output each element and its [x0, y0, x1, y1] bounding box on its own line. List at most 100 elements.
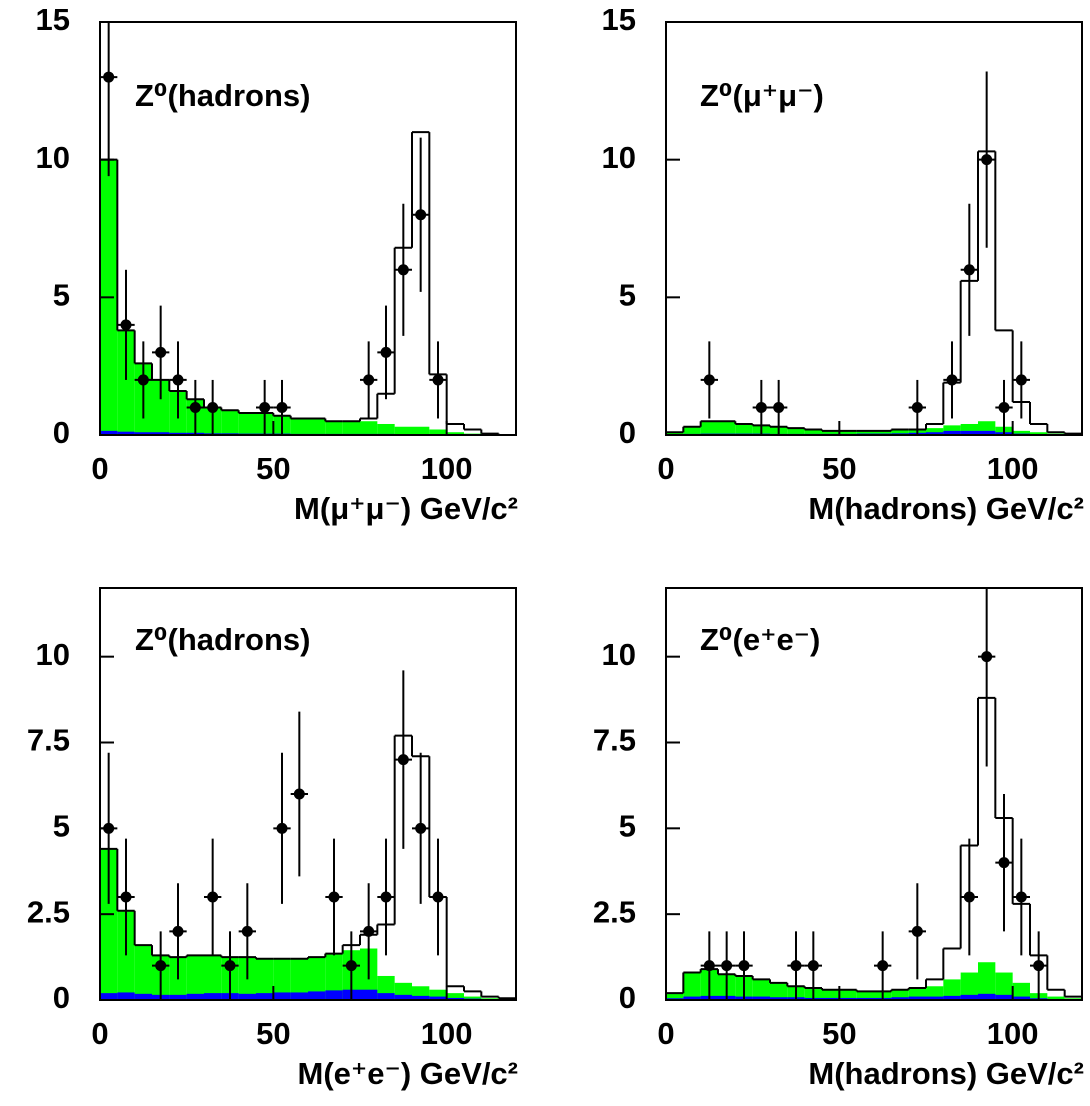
histogram-bin [978, 962, 996, 1000]
histogram-bin [978, 430, 996, 435]
y-tick-label: 0 [53, 980, 70, 1015]
histogram-bin [186, 955, 204, 1000]
data-point [120, 891, 132, 903]
data-point [755, 401, 767, 413]
histogram-bin [822, 997, 840, 1000]
data-point [703, 374, 715, 386]
y-tick-label: 15 [36, 2, 70, 37]
y-tick-label: 5 [619, 278, 636, 313]
data-point [397, 754, 409, 766]
x-tick-label: 50 [256, 451, 290, 486]
histogram-bin [273, 958, 291, 1000]
data-point [259, 401, 271, 413]
data-point [120, 319, 132, 331]
histogram-bin [325, 421, 343, 435]
x-tick-label: 100 [987, 451, 1039, 486]
histogram-bin [290, 418, 308, 435]
histogram-bin [429, 429, 447, 435]
x-tick-label: 50 [822, 451, 856, 486]
data-point [137, 374, 149, 386]
histogram-bin [377, 993, 395, 1000]
histogram-bin [1047, 996, 1065, 1000]
data-point [432, 891, 444, 903]
histogram-bin [134, 993, 152, 1000]
data-point [224, 960, 236, 972]
data-point [738, 960, 750, 972]
data-point [415, 822, 427, 834]
data-point [172, 374, 184, 386]
data-point [998, 401, 1010, 413]
data-point [877, 960, 889, 972]
data-point [380, 891, 392, 903]
histogram-bin [908, 996, 926, 1000]
histogram-bin [446, 432, 464, 435]
y-tick-label: 0 [53, 415, 70, 450]
y-tick-label: 2.5 [27, 894, 70, 929]
data-point [397, 264, 409, 276]
histogram-bin [666, 993, 684, 1000]
histogram-bin [238, 993, 256, 1000]
x-tick-label: 100 [987, 1016, 1039, 1051]
panel-title: Z⁰(μ⁺μ⁻) [700, 78, 824, 113]
histogram-bin [308, 991, 326, 1000]
data-point [415, 209, 427, 221]
y-tick-label: 10 [602, 140, 636, 175]
data-point [103, 822, 115, 834]
histogram-bin [377, 423, 395, 435]
x-tick-label: 0 [91, 451, 108, 486]
data-point [981, 651, 993, 663]
plot-frame [99, 21, 517, 436]
histogram-bin [770, 997, 788, 1000]
histogram-bin [446, 993, 464, 1000]
histogram-bin [1012, 430, 1030, 435]
data-point [1015, 374, 1027, 386]
histogram-bin [325, 953, 343, 1000]
histogram-bin [273, 992, 291, 1000]
histogram-outline-step [665, 151, 1083, 435]
x-tick-label: 50 [256, 1016, 290, 1051]
histogram-bin [943, 995, 961, 1000]
histogram-bin [960, 430, 978, 435]
histogram-bin [856, 430, 874, 435]
histogram-bin [429, 996, 447, 1000]
data-point [790, 960, 802, 972]
histogram-bin [943, 425, 961, 435]
histogram-bin [134, 432, 152, 435]
x-tick-label: 100 [421, 1016, 473, 1051]
histogram-bin [429, 989, 447, 1000]
data-point [189, 401, 201, 413]
histogram-bin [412, 426, 430, 435]
plot-frame [665, 21, 1083, 436]
y-tick-label: 5 [53, 278, 70, 313]
x-tick-label: 0 [91, 1016, 108, 1051]
y-tick-label: 5 [619, 809, 636, 844]
data-point [1015, 891, 1027, 903]
data-point [172, 925, 184, 937]
histogram-bin [238, 412, 256, 435]
data-point [276, 822, 288, 834]
histogram-bin [683, 426, 701, 435]
histogram-bin [995, 972, 1013, 1000]
panel-title: Z⁰(e⁺e⁻) [700, 622, 820, 657]
data-point [380, 346, 392, 358]
data-point [773, 401, 785, 413]
histogram-bin [134, 945, 152, 1000]
histogram-bin [1030, 432, 1048, 435]
y-tick-label: 5 [53, 809, 70, 844]
histogram-bin [204, 993, 222, 1000]
histogram-bin [891, 429, 909, 435]
histogram-bin [100, 993, 118, 1000]
y-tick-label: 2.5 [593, 894, 636, 929]
histogram-bin [683, 996, 701, 1000]
data-point [911, 401, 923, 413]
histogram-bin [394, 426, 412, 435]
y-tick-label: 15 [602, 2, 636, 37]
histogram-bin [290, 992, 308, 1000]
data-point [432, 374, 444, 386]
histogram-bin [308, 957, 326, 1000]
x-axis-label: M(μ⁺μ⁻) GeV/c² [294, 491, 518, 526]
histogram-bin [822, 430, 840, 435]
histogram-bin [718, 421, 736, 435]
y-tick-label: 0 [619, 980, 636, 1015]
histogram-outline-step [665, 697, 1083, 1000]
